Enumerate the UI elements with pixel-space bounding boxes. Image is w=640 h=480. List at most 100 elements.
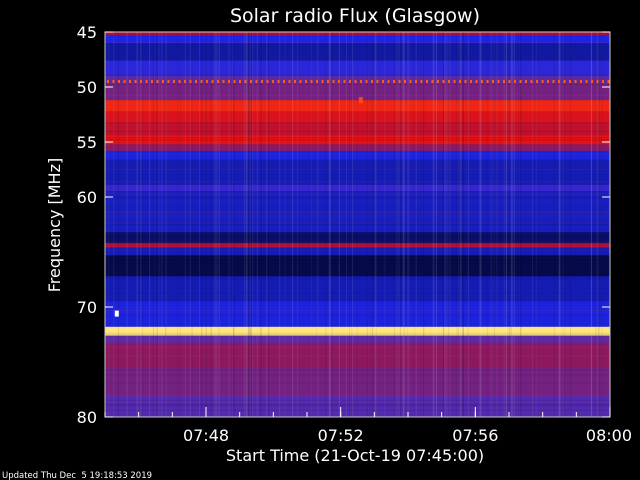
noise-streak [487, 32, 489, 417]
y-tick-label: 70 [77, 298, 97, 317]
noise-streak [233, 32, 234, 417]
noise-streak [256, 32, 258, 417]
spectrum-band-5 [105, 83, 610, 101]
noise-line [105, 346, 610, 348]
noise-line [105, 382, 610, 384]
interference-dot [420, 80, 423, 83]
noise-streak [349, 32, 350, 417]
noise-streak [562, 32, 564, 417]
noise-streak [113, 32, 115, 417]
noise-streak [458, 32, 460, 417]
noise-streak [328, 32, 331, 417]
noise-streak [443, 32, 445, 417]
noise-streak [338, 32, 340, 417]
interference-dot [189, 80, 192, 83]
spectrum-band-25 [105, 395, 610, 417]
noise-streak [232, 32, 234, 417]
noise-streak [161, 32, 163, 417]
noise-line [105, 200, 610, 202]
interference-dot [321, 80, 324, 83]
interference-dot [404, 80, 406, 83]
noise-streak [228, 32, 230, 417]
noise-streak [394, 32, 395, 417]
noise-streak [249, 32, 251, 417]
noise-streak [403, 32, 405, 417]
interference-dot [162, 80, 164, 83]
noise-streak [595, 32, 597, 417]
noise-streak [316, 32, 318, 417]
interference-dot [530, 80, 533, 83]
noise-streak [398, 32, 400, 417]
interference-dot [338, 80, 340, 83]
noise-line [105, 242, 610, 244]
noise-line [105, 192, 610, 194]
noise-streak [372, 32, 374, 417]
noise-streak [233, 32, 235, 417]
interference-dot [283, 80, 285, 83]
noise-streak [596, 32, 598, 417]
noise-streak [414, 32, 416, 417]
interference-dot [365, 80, 368, 83]
noise-streak [590, 32, 592, 417]
noise-line [105, 369, 610, 371]
interference-dot [453, 80, 456, 83]
interference-dot [217, 80, 219, 83]
noise-line [105, 122, 610, 124]
noise-streak [351, 32, 353, 417]
noise-streak [126, 32, 128, 417]
noise-streak [559, 32, 561, 417]
spectrum-band-12 [105, 159, 610, 186]
spectrum-band-6 [105, 100, 610, 112]
interference-dot [536, 80, 538, 83]
footer-updated-text: Updated Thu Dec 5 19:18:53 2019 [2, 471, 152, 480]
noise-streak [158, 32, 160, 417]
noise-streak [210, 32, 212, 417]
noise-streak [513, 32, 515, 417]
interference-dot [277, 80, 280, 83]
noise-streak [149, 32, 151, 417]
interference-dot [151, 80, 153, 83]
noise-streak [601, 32, 603, 417]
noise-streak [407, 32, 409, 417]
noise-streak [370, 32, 372, 417]
noise-streak [153, 32, 155, 417]
noise-line [105, 197, 610, 198]
burst-mark [358, 97, 363, 104]
spectrum-band-8 [105, 122, 610, 136]
interference-dot [173, 80, 175, 83]
spectrum-band-3 [105, 60, 610, 77]
noise-streak [250, 32, 251, 417]
noise-streak [480, 32, 482, 417]
spectrum-band-15 [105, 232, 610, 244]
noise-line [105, 138, 610, 140]
noise-streak [407, 32, 409, 417]
noise-line [105, 107, 610, 109]
interference-dot [327, 80, 329, 83]
noise-streak [408, 32, 410, 417]
noise-streak [511, 32, 512, 417]
noise-streak [215, 32, 217, 417]
interference-dot [393, 80, 395, 83]
noise-streak [511, 32, 513, 417]
x-tick-label: 07:48 [183, 426, 229, 445]
interference-dot [376, 80, 379, 83]
noise-streak [460, 32, 462, 417]
interference-dot [244, 80, 247, 83]
noise-streak [352, 32, 354, 417]
noise-streak [491, 32, 493, 417]
interference-dot [481, 80, 483, 83]
noise-streak [250, 32, 252, 417]
noise-line [105, 137, 610, 138]
noise-line [105, 190, 610, 192]
spectrum-band-24 [105, 367, 610, 396]
interference-dot [607, 80, 610, 83]
noise-streak [399, 32, 401, 417]
noise-streak [562, 32, 564, 417]
interference-dot [112, 80, 115, 83]
x-tick-label: 07:56 [452, 426, 498, 445]
spectrum-band-22 [105, 335, 610, 344]
noise-streak [266, 32, 268, 417]
noise-streak [318, 32, 320, 417]
interference-dot [580, 80, 582, 83]
noise-line [105, 334, 610, 336]
